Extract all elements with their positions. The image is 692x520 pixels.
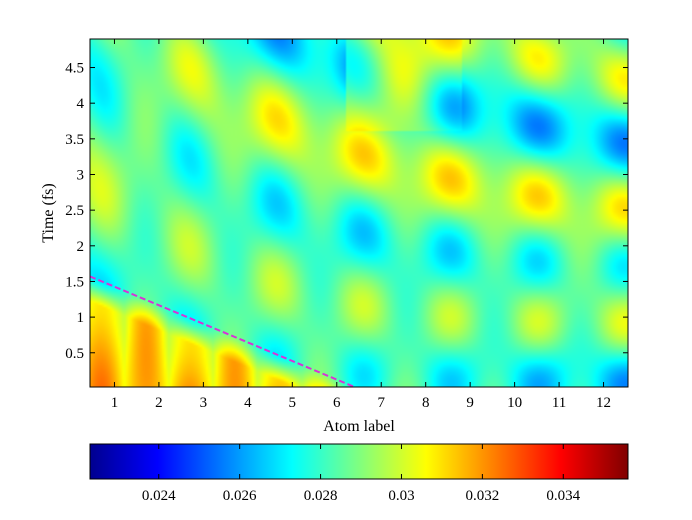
annotation-dashed-line <box>90 275 355 387</box>
y-axis-label: Time (fs) <box>40 183 57 242</box>
y-tick-label: 0.5 <box>65 346 84 362</box>
x-tick-label: 10 <box>507 395 522 411</box>
y-tick-label: 1 <box>77 310 85 326</box>
y-tick-label: 4 <box>77 96 85 112</box>
heatmap-image <box>90 39 628 387</box>
colorbar-tick-label: 0.028 <box>304 488 338 504</box>
y-tick-label: 2 <box>77 239 85 255</box>
x-tick-label: 7 <box>377 395 385 411</box>
x-tick-label: 4 <box>244 395 252 411</box>
y-tick-label: 4.5 <box>65 61 84 77</box>
x-tick-label: 6 <box>333 395 341 411</box>
colorbar-tick-label: 0.032 <box>466 488 500 504</box>
x-tick-label: 8 <box>422 395 430 411</box>
colorbar-tick-label: 0.026 <box>223 488 257 504</box>
plot-frame <box>89 38 629 388</box>
y-tick-label: 2.5 <box>65 203 84 219</box>
colorbar-ticks: 0.024 0.026 0.028 0.03 0.032 0.034 <box>142 444 581 504</box>
x-axis-ticks: 1 2 3 4 5 6 7 8 9 10 11 12 <box>111 39 611 411</box>
colorbar-tick-label: 0.034 <box>546 488 580 504</box>
x-tick-label: 2 <box>155 395 163 411</box>
y-tick-label: 3 <box>77 167 85 183</box>
x-tick-label: 11 <box>552 395 566 411</box>
colorbar-gradient <box>89 443 629 480</box>
colorbar-tick-label: 0.03 <box>388 488 414 504</box>
y-axis-ticks: 0.5 1 1.5 2 2.5 3 3.5 4 4.5 <box>65 61 628 362</box>
colorbar-tick-label: 0.024 <box>142 488 176 504</box>
y-tick-label: 1.5 <box>65 274 84 290</box>
x-tick-label: 9 <box>466 395 474 411</box>
x-axis-label: Atom label <box>323 418 395 435</box>
x-tick-label: 3 <box>200 395 208 411</box>
x-tick-label: 5 <box>289 395 297 411</box>
x-tick-label: 12 <box>596 395 611 411</box>
colorbar: 0.024 0.026 0.028 0.03 0.032 0.034 <box>89 443 629 504</box>
heatmap-plot: 1 2 3 4 5 6 7 8 9 10 11 12 0.511.522.533.544.5 Atom… <box>40 38 629 435</box>
x-tick-label: 1 <box>111 395 119 411</box>
y-tick-label: 3.5 <box>65 132 84 148</box>
